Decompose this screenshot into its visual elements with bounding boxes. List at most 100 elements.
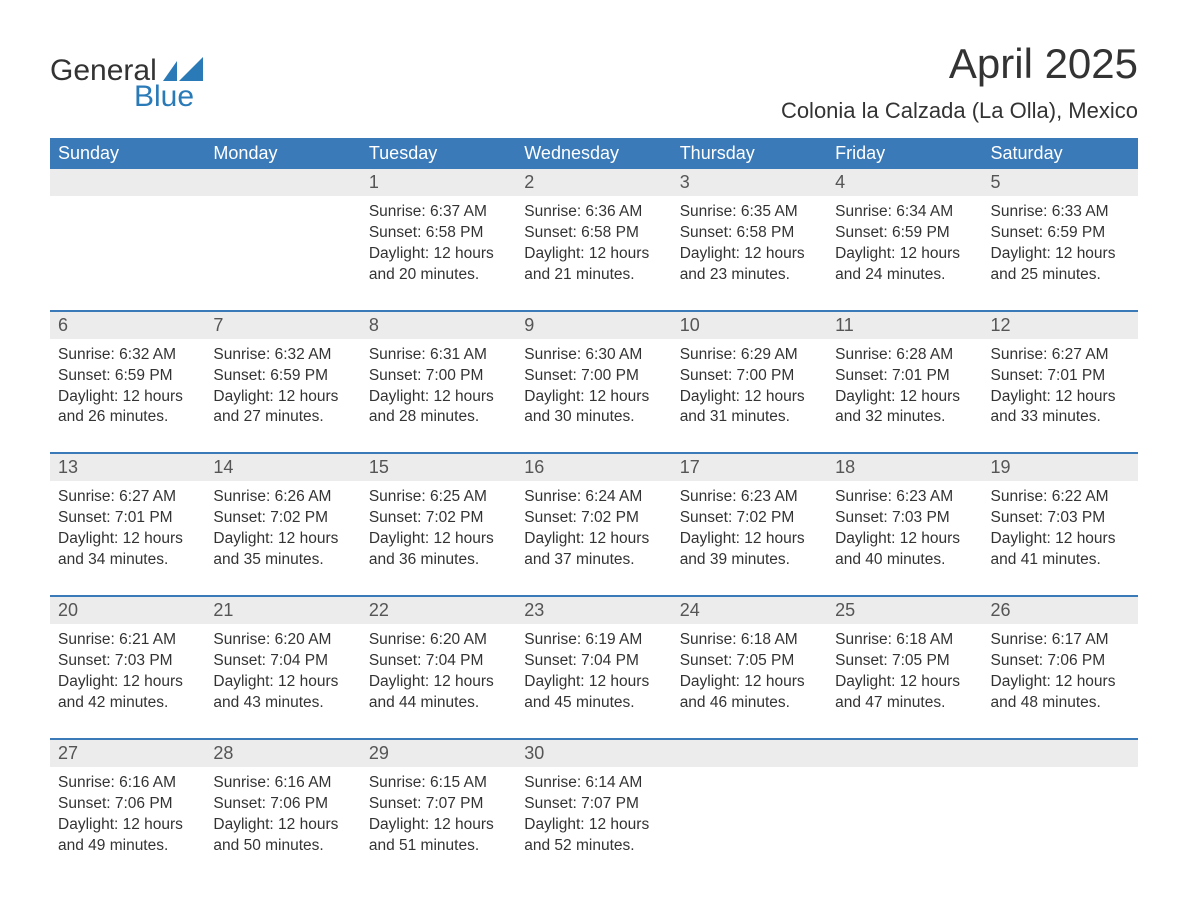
daylight-line2: and 31 minutes. [680, 407, 819, 428]
sunset-text: Sunset: 7:06 PM [213, 794, 352, 815]
day-number: 10 [672, 312, 827, 339]
sunset-text: Sunset: 7:04 PM [524, 651, 663, 672]
empty-daybody [983, 767, 1138, 877]
sunrise-text: Sunrise: 6:36 AM [524, 202, 663, 223]
calendar-cell-body: Sunrise: 6:17 AMSunset: 7:06 PMDaylight:… [983, 624, 1138, 739]
calendar-cell-num [205, 169, 360, 196]
calendar-cell-body [827, 767, 982, 881]
sunset-text: Sunset: 7:03 PM [991, 508, 1130, 529]
empty-daybody [50, 196, 205, 306]
calendar-cell-body: Sunrise: 6:32 AMSunset: 6:59 PMDaylight:… [205, 339, 360, 454]
daylight-line1: Daylight: 12 hours [835, 387, 974, 408]
calendar-cell-body: Sunrise: 6:32 AMSunset: 6:59 PMDaylight:… [50, 339, 205, 454]
sunset-text: Sunset: 7:03 PM [835, 508, 974, 529]
sunrise-text: Sunrise: 6:23 AM [835, 487, 974, 508]
calendar-cell-num: 7 [205, 311, 360, 339]
daylight-line1: Daylight: 12 hours [680, 529, 819, 550]
calendar-cell-body: Sunrise: 6:16 AMSunset: 7:06 PMDaylight:… [50, 767, 205, 881]
day-details: Sunrise: 6:20 AMSunset: 7:04 PMDaylight:… [361, 624, 516, 738]
day-number: 8 [361, 312, 516, 339]
daylight-line1: Daylight: 12 hours [524, 815, 663, 836]
sunset-text: Sunset: 7:07 PM [369, 794, 508, 815]
brand-word2: Blue [134, 80, 194, 114]
day-details: Sunrise: 6:19 AMSunset: 7:04 PMDaylight:… [516, 624, 671, 738]
daylight-line1: Daylight: 12 hours [991, 387, 1130, 408]
sunrise-text: Sunrise: 6:32 AM [213, 345, 352, 366]
calendar-cell-body [672, 767, 827, 881]
sunset-text: Sunset: 7:00 PM [369, 366, 508, 387]
sunrise-text: Sunrise: 6:16 AM [213, 773, 352, 794]
calendar-cell-body: Sunrise: 6:30 AMSunset: 7:00 PMDaylight:… [516, 339, 671, 454]
day-details: Sunrise: 6:21 AMSunset: 7:03 PMDaylight:… [50, 624, 205, 738]
calendar-cell-num [827, 739, 982, 767]
title-block: April 2025 Colonia la Calzada (La Olla),… [781, 40, 1138, 124]
calendar-cell-num: 3 [672, 169, 827, 196]
calendar-cell-num: 20 [50, 596, 205, 624]
daylight-line2: and 46 minutes. [680, 693, 819, 714]
day-number: 2 [516, 169, 671, 196]
daylight-line1: Daylight: 12 hours [213, 815, 352, 836]
calendar-cell-body [50, 196, 205, 311]
daylight-line1: Daylight: 12 hours [991, 529, 1130, 550]
daylight-line1: Daylight: 12 hours [835, 529, 974, 550]
daylight-line1: Daylight: 12 hours [369, 387, 508, 408]
day-details: Sunrise: 6:32 AMSunset: 6:59 PMDaylight:… [205, 339, 360, 453]
sunset-text: Sunset: 7:03 PM [58, 651, 197, 672]
calendar-cell-num: 17 [672, 453, 827, 481]
daylight-line2: and 41 minutes. [991, 550, 1130, 571]
sunrise-text: Sunrise: 6:20 AM [369, 630, 508, 651]
day-number: 7 [205, 312, 360, 339]
sunrise-text: Sunrise: 6:27 AM [991, 345, 1130, 366]
sunset-text: Sunset: 7:00 PM [680, 366, 819, 387]
location-label: Colonia la Calzada (La Olla), Mexico [781, 98, 1138, 124]
daylight-line1: Daylight: 12 hours [524, 387, 663, 408]
daylight-line2: and 24 minutes. [835, 265, 974, 286]
calendar-cell-body: Sunrise: 6:15 AMSunset: 7:07 PMDaylight:… [361, 767, 516, 881]
sunset-text: Sunset: 7:02 PM [680, 508, 819, 529]
sunrise-text: Sunrise: 6:29 AM [680, 345, 819, 366]
day-number: 26 [983, 597, 1138, 624]
calendar-cell-num: 21 [205, 596, 360, 624]
daylight-line1: Daylight: 12 hours [213, 529, 352, 550]
sunrise-text: Sunrise: 6:18 AM [680, 630, 819, 651]
day-number: 21 [205, 597, 360, 624]
sunrise-text: Sunrise: 6:17 AM [991, 630, 1130, 651]
day-details: Sunrise: 6:20 AMSunset: 7:04 PMDaylight:… [205, 624, 360, 738]
empty-daynum [672, 740, 827, 767]
daylight-line1: Daylight: 12 hours [369, 672, 508, 693]
sunrise-text: Sunrise: 6:34 AM [835, 202, 974, 223]
day-number: 3 [672, 169, 827, 196]
calendar-cell-num: 25 [827, 596, 982, 624]
day-details: Sunrise: 6:27 AMSunset: 7:01 PMDaylight:… [983, 339, 1138, 453]
daylight-line2: and 26 minutes. [58, 407, 197, 428]
brand-logo: General Blue [50, 40, 203, 114]
day-number: 16 [516, 454, 671, 481]
calendar-cell-body: Sunrise: 6:28 AMSunset: 7:01 PMDaylight:… [827, 339, 982, 454]
calendar-cell-body: Sunrise: 6:34 AMSunset: 6:59 PMDaylight:… [827, 196, 982, 311]
daylight-line1: Daylight: 12 hours [58, 815, 197, 836]
daybody-row: Sunrise: 6:16 AMSunset: 7:06 PMDaylight:… [50, 767, 1138, 881]
daylight-line2: and 27 minutes. [213, 407, 352, 428]
sunrise-text: Sunrise: 6:31 AM [369, 345, 508, 366]
day-number: 24 [672, 597, 827, 624]
calendar-cell-body: Sunrise: 6:37 AMSunset: 6:58 PMDaylight:… [361, 196, 516, 311]
calendar-cell-body: Sunrise: 6:14 AMSunset: 7:07 PMDaylight:… [516, 767, 671, 881]
daylight-line2: and 50 minutes. [213, 836, 352, 857]
calendar-cell-body: Sunrise: 6:36 AMSunset: 6:58 PMDaylight:… [516, 196, 671, 311]
day-details: Sunrise: 6:17 AMSunset: 7:06 PMDaylight:… [983, 624, 1138, 738]
calendar-cell-body: Sunrise: 6:19 AMSunset: 7:04 PMDaylight:… [516, 624, 671, 739]
daylight-line2: and 35 minutes. [213, 550, 352, 571]
day-details: Sunrise: 6:30 AMSunset: 7:00 PMDaylight:… [516, 339, 671, 453]
calendar-cell-num: 11 [827, 311, 982, 339]
day-details: Sunrise: 6:15 AMSunset: 7:07 PMDaylight:… [361, 767, 516, 881]
calendar-cell-body: Sunrise: 6:35 AMSunset: 6:58 PMDaylight:… [672, 196, 827, 311]
calendar-cell-num: 10 [672, 311, 827, 339]
daylight-line1: Daylight: 12 hours [58, 387, 197, 408]
sunset-text: Sunset: 6:58 PM [524, 223, 663, 244]
day-number: 19 [983, 454, 1138, 481]
empty-daybody [827, 767, 982, 877]
day-number: 22 [361, 597, 516, 624]
sunrise-text: Sunrise: 6:37 AM [369, 202, 508, 223]
day-details: Sunrise: 6:33 AMSunset: 6:59 PMDaylight:… [983, 196, 1138, 310]
calendar-cell-body [205, 196, 360, 311]
